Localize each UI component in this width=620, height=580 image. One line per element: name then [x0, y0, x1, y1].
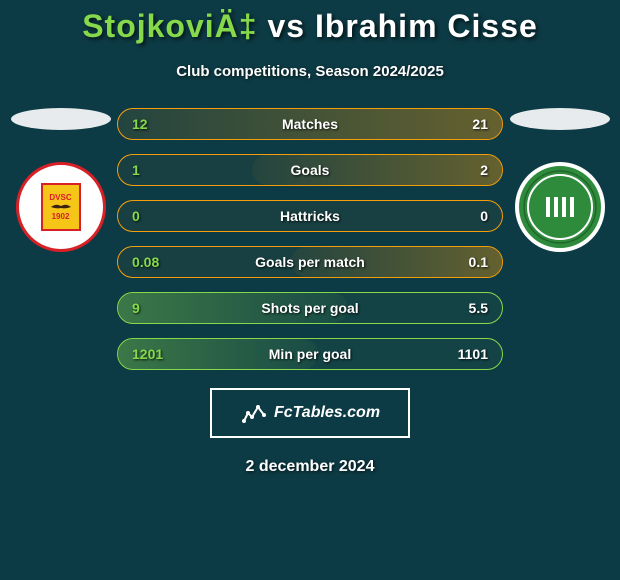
brand-box[interactable]: FcTables.com [210, 388, 410, 438]
right-club-badge [515, 162, 605, 252]
stat-label: Matches [282, 116, 338, 132]
stat-label: Shots per goal [261, 300, 358, 316]
right-name-pill [510, 108, 610, 130]
left-badge-shield: DVSC 1902 [41, 183, 81, 231]
stat-value-right: 0.1 [469, 254, 488, 270]
stat-value-left: 0 [132, 208, 140, 224]
stats-column: 12 Matches 21 1 Goals 2 0 Hattricks 0 0.08 Goals p… [113, 108, 507, 384]
left-name-pill [11, 108, 111, 130]
stat-value-right: 21 [472, 116, 488, 132]
player2-name: Ibrahim Cisse [315, 8, 538, 44]
stat-row: 12 Matches 21 [117, 108, 503, 140]
stat-label: Min per goal [269, 346, 351, 362]
stripes-icon [540, 187, 580, 227]
stat-row: 0 Hattricks 0 [117, 200, 503, 232]
left-badge-top: DVSC [49, 193, 71, 202]
stat-value-left: 1201 [132, 346, 163, 362]
stat-row: 9 Shots per goal 5.5 [117, 292, 503, 324]
subtitle: Club competitions, Season 2024/2025 [0, 63, 620, 80]
left-column: DVSC 1902 [8, 108, 113, 252]
comparison-title: StojkoviÄ‡ vs Ibrahim Cisse [0, 0, 620, 45]
stat-value-left: 9 [132, 300, 140, 316]
stat-value-right: 1101 [458, 346, 488, 362]
brand-logo-icon [240, 399, 268, 427]
stat-value-left: 1 [132, 162, 140, 178]
brand-text: FcTables.com [274, 404, 380, 422]
stat-value-left: 12 [132, 116, 148, 132]
date-text: 2 december 2024 [0, 458, 620, 476]
stat-row: 1 Goals 2 [117, 154, 503, 186]
stat-value-right: 2 [480, 162, 488, 178]
vs-text: vs [267, 8, 305, 44]
content-row: DVSC 1902 12Matches211Goals20Hattricks00… [0, 108, 620, 384]
left-badge-year: 1902 [52, 212, 70, 221]
eagle-icon [50, 202, 72, 212]
player1-name: StojkoviÄ‡ [82, 8, 257, 44]
stat-label: Hattricks [280, 208, 340, 224]
stat-value-right: 5.5 [469, 300, 488, 316]
stat-value-left: 0.08 [132, 254, 159, 270]
stat-label: Goals [291, 162, 330, 178]
left-club-badge: DVSC 1902 [16, 162, 106, 252]
right-column [507, 108, 612, 252]
stat-row: 0.08 Goals per match 0.1 [117, 246, 503, 278]
stat-value-right: 0 [480, 208, 488, 224]
stat-label: Goals per match [255, 254, 365, 270]
stat-row: 1201 Min per goal 1101 [117, 338, 503, 370]
